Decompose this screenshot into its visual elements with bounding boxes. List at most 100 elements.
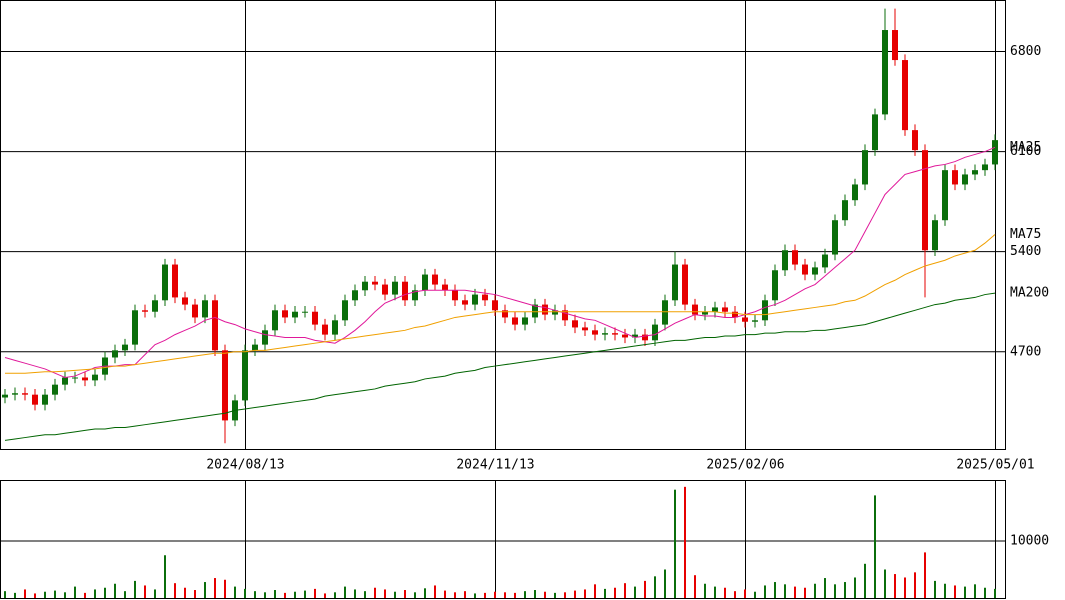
candle-body — [522, 317, 528, 325]
candle-body — [222, 350, 228, 421]
candle-body — [632, 334, 638, 338]
volume-bar — [84, 592, 86, 598]
volume-bar — [824, 578, 826, 598]
volume-bar — [504, 592, 506, 598]
volume-bar — [424, 588, 426, 598]
y-tick-label: 5400 — [1010, 244, 1041, 259]
volume-bar — [144, 585, 146, 598]
volume-bar — [524, 591, 526, 598]
candle-body — [312, 311, 318, 325]
candle-body — [992, 140, 998, 165]
candle-body — [902, 60, 908, 131]
candle-body — [112, 350, 118, 358]
volume-bar — [114, 583, 116, 598]
volume-bar — [324, 593, 326, 598]
volume-bar — [94, 589, 96, 598]
volume-bar — [874, 495, 876, 598]
volume-bar — [14, 592, 16, 598]
candle-body — [972, 170, 978, 175]
volume-bar — [394, 591, 396, 598]
volume-bar — [314, 588, 316, 598]
candle-body — [802, 264, 808, 275]
candle-body — [942, 170, 948, 221]
volume-bar — [44, 591, 46, 598]
candle-body — [432, 274, 438, 285]
candle-body — [92, 374, 98, 381]
candle-body — [752, 320, 758, 322]
volume-bar — [994, 588, 996, 598]
candle-body — [402, 281, 408, 301]
candle-body — [452, 290, 458, 301]
candle-body — [852, 184, 858, 201]
volume-bar — [514, 592, 516, 598]
candle-body — [762, 300, 768, 321]
volume-bar — [924, 552, 926, 598]
candle-body — [832, 220, 838, 255]
candle-body — [842, 200, 848, 221]
candle-body — [82, 377, 88, 381]
volume-bar — [204, 582, 206, 598]
moving-average-line — [4, 292, 996, 441]
volume-bar — [884, 569, 886, 598]
x-tick-label: 2025/05/01 — [956, 458, 1034, 473]
candle-body — [892, 30, 898, 61]
volume-bar — [364, 591, 366, 598]
candle-body — [742, 317, 748, 322]
candle-body — [492, 300, 498, 311]
candle-body — [782, 250, 788, 271]
volume-bar — [554, 592, 556, 598]
candle-body — [692, 304, 698, 315]
volume-bar — [444, 590, 446, 598]
candle-body — [512, 317, 518, 325]
moving-average-line — [5, 234, 996, 374]
candle-body — [382, 284, 388, 295]
candle-body — [422, 274, 428, 291]
volume-bar — [964, 586, 966, 598]
x-tick-label: 2025/02/06 — [706, 458, 784, 473]
volume-bar — [254, 591, 256, 598]
candle-body — [62, 377, 68, 385]
candle-body — [922, 150, 928, 251]
candle-body — [2, 394, 8, 398]
volume-bar — [154, 589, 156, 598]
volume-bar — [854, 577, 856, 598]
candle-body — [22, 393, 28, 395]
candle-body — [482, 294, 488, 301]
volume-bar — [414, 592, 416, 598]
candle-body — [182, 297, 188, 305]
candle-body — [352, 290, 358, 301]
candle-body — [662, 300, 668, 325]
volume-bar — [774, 582, 776, 598]
candle-body — [822, 254, 828, 268]
moving-average-line — [4, 146, 996, 379]
candle-body — [472, 294, 478, 305]
volume-panel-frame — [0, 480, 1006, 599]
volume-bar — [714, 586, 716, 598]
candle-body — [622, 334, 628, 338]
candle-body — [132, 310, 138, 345]
candle-body — [162, 264, 168, 301]
candle-body — [862, 150, 868, 185]
volume-bar — [954, 585, 956, 598]
volume-bar — [614, 587, 616, 598]
volume-bar — [544, 591, 546, 598]
volume-bar — [464, 591, 466, 598]
volume-bar — [24, 589, 26, 598]
volume-bar — [794, 586, 796, 598]
candle-body — [392, 281, 398, 295]
candle-body — [642, 334, 648, 341]
candle-body — [342, 300, 348, 321]
volume-bar — [224, 579, 226, 598]
volume-bar — [604, 588, 606, 598]
volume-bar — [454, 592, 456, 598]
x-tick-label: 2024/11/13 — [456, 458, 534, 473]
volume-bar — [344, 586, 346, 598]
volume-bar — [304, 590, 306, 598]
y-tick-label: 6100 — [1010, 144, 1041, 159]
volume-bar — [734, 591, 736, 598]
volume-bar — [194, 590, 196, 598]
candle-body — [282, 310, 288, 318]
volume-bar — [804, 587, 806, 598]
legend-label: MA75 — [1010, 227, 1041, 242]
volume-bar — [934, 580, 936, 598]
